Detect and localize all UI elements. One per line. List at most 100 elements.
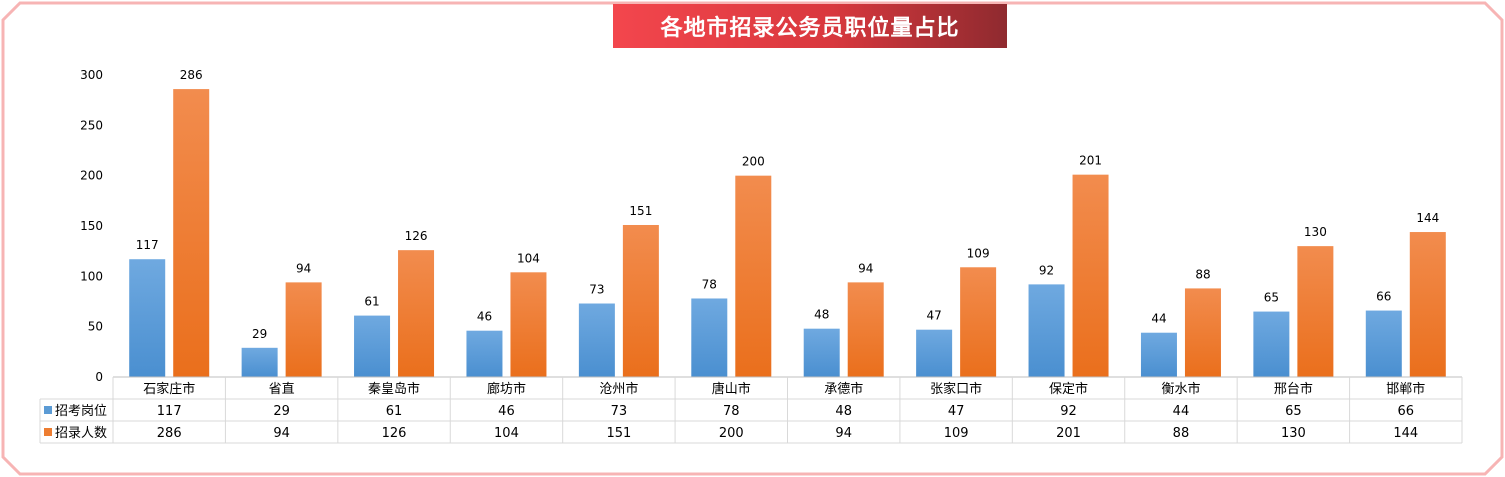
table-cell: 94 — [835, 426, 852, 441]
bars-group: 117 286 29 94 61 126 46 104 73 151 78 200 48 94 47 109 9… — [129, 68, 1446, 378]
x-tick-label: 保定市 — [1049, 381, 1088, 397]
bar-series-2 — [285, 282, 322, 377]
bar-series-2 — [735, 175, 772, 377]
table-cell: 61 — [386, 404, 403, 419]
data-table: 石家庄市 省直 秦皇岛市 廊坊市 沧州市 唐山市 承德市 张家口市 保定市 衡水市 邢台市 邯郸市招考… — [39, 376, 1463, 444]
x-tick-label: 唐山市 — [712, 381, 751, 397]
table-cell: 144 — [1393, 426, 1418, 441]
bar-series-2 — [847, 282, 884, 377]
data-label: 117 — [136, 238, 159, 252]
y-tick-label: 0 — [95, 370, 103, 384]
x-tick-label: 廊坊市 — [487, 381, 526, 397]
data-label: 200 — [742, 155, 765, 169]
data-label: 48 — [814, 308, 829, 322]
y-tick-label: 300 — [80, 68, 103, 82]
x-tick-label: 邯郸市 — [1386, 381, 1425, 397]
bar-series-1 — [1028, 284, 1065, 377]
x-tick-label: 沧州市 — [599, 381, 638, 397]
table-cell: 44 — [1173, 404, 1190, 419]
data-label: 144 — [1416, 211, 1439, 225]
table-cell: 104 — [494, 426, 519, 441]
table-cell: 286 — [157, 426, 182, 441]
bar-series-2 — [960, 267, 997, 377]
table-cell: 92 — [1060, 404, 1077, 419]
table-cell: 73 — [611, 404, 628, 419]
data-label: 66 — [1376, 290, 1391, 304]
table-cell: 78 — [723, 404, 740, 419]
table-cell: 29 — [273, 404, 290, 419]
bar-series-1 — [466, 330, 503, 377]
data-label: 201 — [1079, 154, 1102, 168]
data-label: 47 — [926, 309, 941, 323]
table-cell: 130 — [1281, 426, 1306, 441]
bar-series-1 — [1253, 311, 1290, 377]
x-tick-label: 衡水市 — [1161, 381, 1200, 397]
table-cell: 47 — [948, 404, 965, 419]
data-label: 286 — [180, 68, 203, 82]
x-tick-label: 邢台市 — [1274, 381, 1313, 397]
table-cell: 151 — [606, 426, 631, 441]
bar-series-1 — [916, 329, 953, 377]
data-label: 94 — [858, 261, 873, 275]
y-tick-label: 150 — [80, 219, 103, 233]
x-tick-label: 张家口市 — [930, 381, 982, 397]
bar-series-1 — [129, 259, 166, 377]
data-label: 126 — [405, 229, 428, 243]
bar-series-1 — [354, 315, 391, 377]
bar-series-1 — [803, 328, 840, 377]
x-tick-label: 省直 — [269, 382, 295, 397]
data-label: 73 — [589, 283, 604, 297]
table-cell: 94 — [273, 426, 290, 441]
bar-series-1 — [1140, 332, 1177, 377]
data-label: 151 — [629, 204, 652, 218]
table-cell: 126 — [382, 426, 407, 441]
data-label: 78 — [702, 277, 717, 291]
y-tick-label: 100 — [80, 269, 103, 283]
legend-swatch — [44, 406, 52, 414]
bar-series-2 — [1184, 288, 1221, 377]
data-label: 46 — [477, 310, 492, 324]
data-label: 88 — [1195, 267, 1210, 281]
table-cell: 201 — [1056, 426, 1081, 441]
data-label: 29 — [252, 327, 267, 341]
legend-swatch — [44, 428, 52, 436]
data-label: 109 — [967, 246, 990, 260]
table-cell: 88 — [1173, 426, 1190, 441]
bar-series-2 — [1409, 232, 1446, 377]
y-tick-label: 250 — [80, 118, 103, 132]
data-label: 92 — [1039, 263, 1054, 277]
data-label: 44 — [1151, 312, 1166, 326]
table-cell: 109 — [944, 426, 969, 441]
bar-series-1 — [691, 298, 728, 377]
bar-series-2 — [1297, 246, 1334, 377]
table-cell: 48 — [835, 404, 852, 419]
chart-title: 各地市招录公务员职位量占比 — [613, 4, 1007, 48]
legend-label: 招考岗位 — [55, 404, 107, 419]
table-cell: 65 — [1285, 404, 1302, 419]
legend-label: 招录人数 — [55, 426, 107, 441]
bar-series-1 — [1365, 310, 1402, 377]
data-label: 130 — [1304, 225, 1327, 239]
bar-series-2 — [622, 224, 659, 377]
bar-series-1 — [241, 347, 278, 377]
data-label: 65 — [1264, 291, 1279, 305]
bar-series-2 — [398, 250, 435, 377]
y-tick-label: 50 — [88, 320, 103, 334]
x-tick-label: 秦皇岛市 — [368, 381, 420, 397]
data-label: 104 — [517, 251, 540, 265]
table-cell: 117 — [157, 404, 182, 419]
y-axis: 0 50 100 150 200 250 300 — [80, 68, 103, 384]
data-label: 94 — [296, 261, 311, 275]
table-cell: 66 — [1398, 404, 1415, 419]
y-tick-label: 200 — [80, 169, 103, 183]
table-cell: 200 — [719, 426, 744, 441]
table-cell: 46 — [498, 404, 515, 419]
bar-series-1 — [578, 303, 615, 377]
bar-series-2 — [510, 272, 547, 377]
bar-series-2 — [173, 89, 210, 378]
bar-series-2 — [1072, 174, 1109, 377]
x-tick-label: 石家庄市 — [143, 381, 195, 397]
